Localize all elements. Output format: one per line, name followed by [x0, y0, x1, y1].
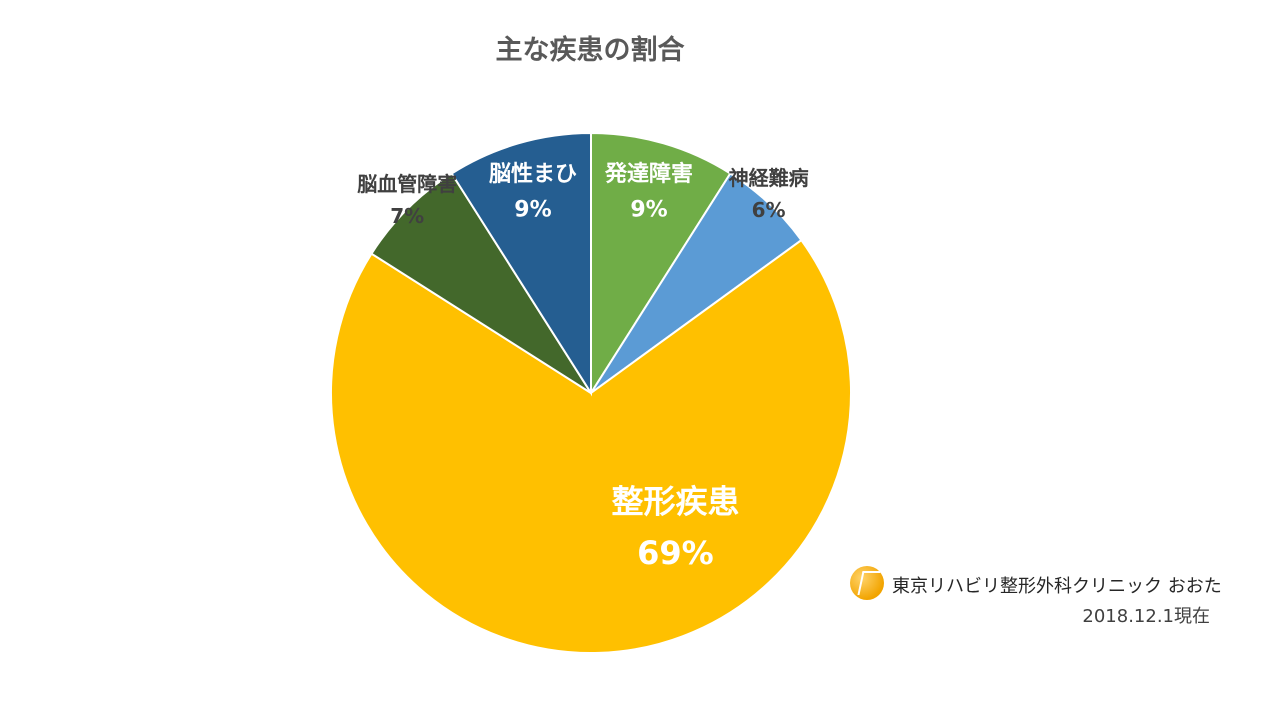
as-of-date: 2018.12.1現在 — [1082, 606, 1210, 627]
slice-label-2: 神経難病 — [729, 166, 809, 190]
pie-slice-4 — [370, 172, 592, 394]
slice-value-1: 9% — [630, 197, 667, 222]
clinic-name: 東京リハビリ整形外科クリニック おおた — [892, 576, 1222, 597]
pie-slice-1 — [590, 131, 732, 397]
pie-slice-3 — [330, 238, 852, 654]
slice-value-3: 69% — [637, 534, 714, 572]
slice-value-2: 6% — [752, 198, 786, 222]
slice-label-3: 整形疾患 — [611, 483, 739, 521]
slice-value-5: 9% — [514, 197, 551, 222]
slice-label-4: 脳血管障害 — [356, 172, 457, 196]
chart-title: 主な疾患の割合 — [495, 35, 685, 66]
clinic-logo-icon — [850, 566, 884, 600]
clinic-footer: 東京リハビリ整形外科クリニック おおた 2018.12.1現在 — [850, 566, 1222, 636]
slice-label-1: 発達障害 — [604, 161, 693, 187]
slice-label-5: 脳性まひ — [489, 162, 577, 187]
pie-slice-5 — [450, 131, 592, 397]
slice-value-4: 7% — [390, 204, 424, 228]
